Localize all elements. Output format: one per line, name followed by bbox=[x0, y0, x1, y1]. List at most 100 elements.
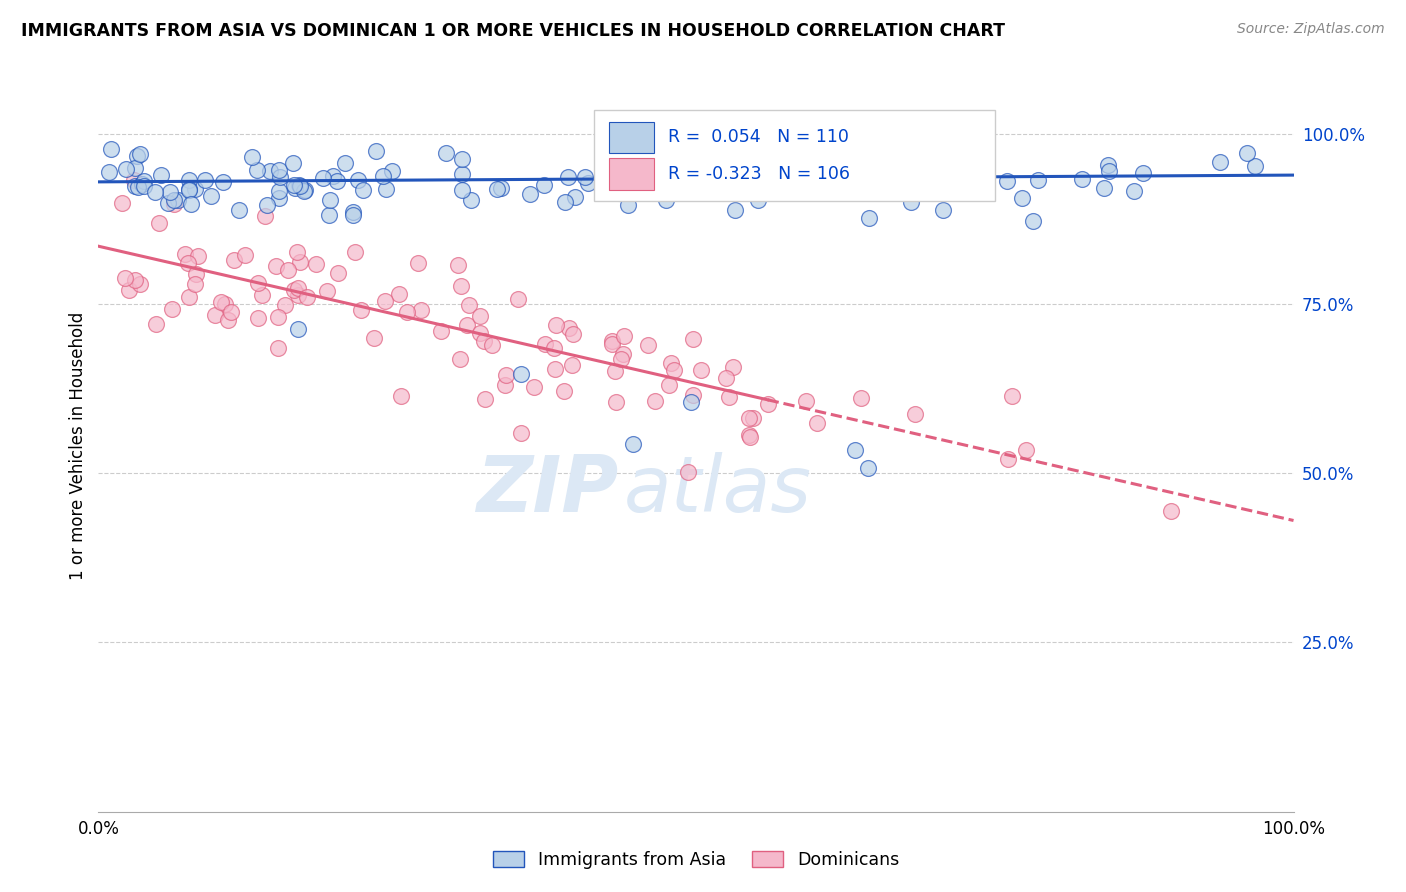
Point bbox=[266, 310, 288, 324]
Point bbox=[1098, 164, 1121, 178]
Point bbox=[174, 247, 197, 261]
Point bbox=[607, 186, 630, 200]
Text: ZIP: ZIP bbox=[477, 452, 619, 528]
Point bbox=[287, 322, 309, 336]
Point bbox=[129, 147, 152, 161]
Point bbox=[672, 171, 695, 186]
Point bbox=[166, 193, 188, 207]
Point bbox=[494, 377, 516, 392]
Point bbox=[100, 142, 122, 156]
Point bbox=[449, 352, 471, 367]
Point bbox=[259, 164, 281, 178]
Point bbox=[319, 193, 342, 207]
Point bbox=[534, 336, 557, 351]
Point bbox=[447, 258, 470, 272]
Point bbox=[721, 360, 744, 375]
Point bbox=[125, 149, 148, 163]
Point bbox=[350, 302, 373, 317]
Point bbox=[799, 170, 821, 185]
Point bbox=[118, 283, 141, 297]
Point bbox=[644, 179, 666, 194]
Point bbox=[1097, 158, 1119, 172]
Point bbox=[474, 392, 496, 407]
Point bbox=[267, 341, 290, 355]
Point bbox=[406, 256, 429, 270]
Point bbox=[177, 182, 200, 196]
Point bbox=[600, 337, 623, 351]
Point bbox=[132, 174, 155, 188]
Point bbox=[450, 279, 472, 293]
Point bbox=[114, 161, 136, 176]
Point bbox=[176, 256, 198, 270]
Point bbox=[122, 173, 145, 187]
Point bbox=[756, 396, 779, 410]
Point bbox=[486, 182, 509, 196]
Point bbox=[256, 198, 278, 212]
Point bbox=[716, 370, 738, 384]
Point bbox=[292, 185, 315, 199]
Point bbox=[224, 253, 246, 268]
Point bbox=[613, 329, 636, 343]
Point bbox=[451, 153, 474, 167]
Point bbox=[366, 144, 388, 158]
Point bbox=[157, 195, 180, 210]
Point bbox=[388, 287, 411, 301]
Point bbox=[162, 301, 184, 316]
Point bbox=[371, 169, 394, 183]
Point bbox=[274, 298, 297, 312]
Text: IMMIGRANTS FROM ASIA VS DOMINICAN 1 OR MORE VEHICLES IN HOUSEHOLD CORRELATION CH: IMMIGRANTS FROM ASIA VS DOMINICAN 1 OR M… bbox=[21, 22, 1005, 40]
Point bbox=[644, 393, 666, 408]
Point bbox=[131, 177, 153, 191]
Point bbox=[659, 356, 682, 370]
Point bbox=[184, 182, 207, 196]
Point bbox=[250, 287, 273, 301]
Point bbox=[495, 368, 517, 383]
Point bbox=[269, 169, 291, 184]
Point bbox=[187, 249, 209, 263]
Point bbox=[932, 202, 955, 217]
Point bbox=[145, 185, 167, 199]
Point bbox=[110, 196, 132, 211]
Point bbox=[554, 195, 576, 210]
Point bbox=[561, 358, 583, 372]
Point bbox=[374, 293, 396, 308]
Point bbox=[489, 181, 512, 195]
Point bbox=[184, 277, 207, 291]
Legend: Immigrants from Asia, Dominicans: Immigrants from Asia, Dominicans bbox=[492, 851, 900, 869]
Point bbox=[177, 183, 200, 197]
Point bbox=[664, 363, 686, 377]
FancyBboxPatch shape bbox=[609, 158, 654, 190]
Point bbox=[163, 193, 186, 207]
Point bbox=[519, 187, 541, 202]
Point bbox=[305, 257, 328, 271]
Point bbox=[900, 195, 922, 210]
Point bbox=[179, 290, 201, 304]
Point bbox=[533, 178, 555, 192]
Point bbox=[288, 254, 311, 268]
Point bbox=[717, 391, 740, 405]
Point bbox=[180, 197, 202, 211]
Point bbox=[124, 179, 146, 194]
Point bbox=[858, 211, 880, 226]
Point bbox=[177, 173, 200, 187]
Point bbox=[145, 317, 167, 331]
Point bbox=[129, 277, 152, 292]
Point bbox=[363, 331, 385, 345]
Point bbox=[605, 394, 627, 409]
Point bbox=[184, 267, 207, 281]
Point bbox=[294, 183, 316, 197]
Point bbox=[456, 318, 478, 332]
Point bbox=[1092, 181, 1115, 195]
Point bbox=[325, 174, 347, 188]
Point bbox=[283, 178, 305, 192]
Point bbox=[605, 363, 627, 377]
Point bbox=[735, 171, 758, 186]
Point bbox=[148, 216, 170, 230]
Point bbox=[1132, 166, 1154, 180]
Point bbox=[149, 168, 172, 182]
Point bbox=[761, 179, 783, 194]
Point bbox=[1026, 172, 1049, 186]
Point bbox=[326, 266, 349, 280]
Point bbox=[621, 437, 644, 451]
Point bbox=[1160, 504, 1182, 518]
